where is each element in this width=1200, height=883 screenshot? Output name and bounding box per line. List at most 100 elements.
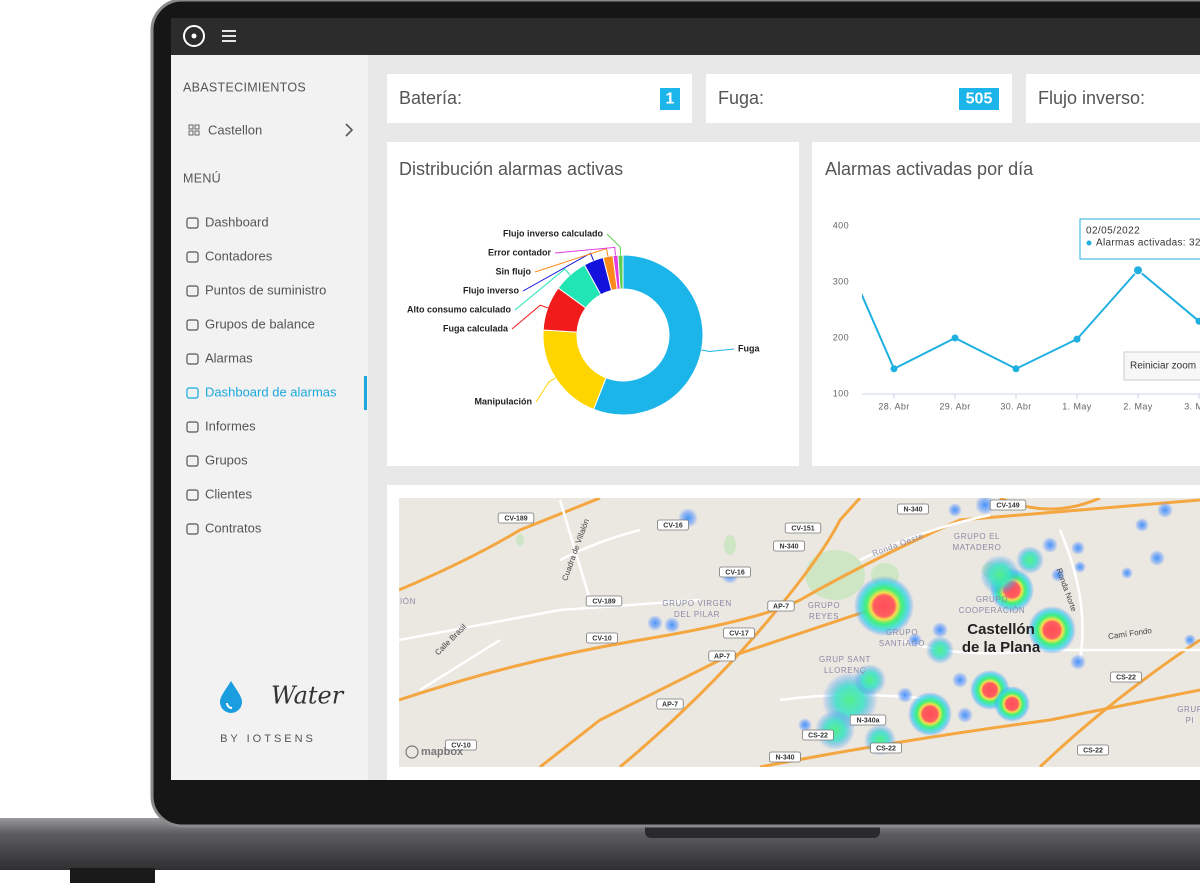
menu-icon (186, 319, 199, 331)
road-shield (870, 742, 902, 754)
menu-item[interactable]: Grupos (205, 452, 248, 467)
road-shield (586, 632, 618, 644)
series-point (890, 365, 898, 373)
road-label: CV-151 (791, 525, 814, 532)
menu-icon (186, 421, 199, 433)
menu-item[interactable]: Clientes (205, 486, 252, 501)
logo-icon[interactable] (183, 25, 205, 47)
heat-point (908, 633, 922, 647)
heat-point (1184, 634, 1196, 646)
chart-title: Alarmas activadas por día (825, 159, 1034, 179)
pie-label: Sin flujo (496, 266, 532, 276)
road-shield (767, 600, 795, 612)
road-label: N-340 (903, 506, 922, 513)
leader-line (606, 233, 621, 256)
chart-card (812, 142, 1200, 466)
road-label: AP-7 (662, 701, 678, 708)
series-point (1012, 365, 1020, 373)
kpi-badge (660, 88, 680, 110)
leader-line (701, 348, 735, 352)
menu-icon (186, 251, 199, 263)
x-tick-label: 30. Abr (1000, 401, 1031, 411)
pie-slice (592, 254, 704, 416)
place-label: COOPERACIÓN (959, 606, 1026, 615)
reset-zoom-label[interactable]: Reiniciar zoom (1130, 361, 1196, 372)
x-tick-label: 28. Abr (878, 401, 909, 411)
minor-road (558, 499, 592, 601)
place-label: IÓN (400, 597, 416, 606)
menu-item[interactable]: Contratos (205, 520, 262, 535)
road-shield (445, 739, 477, 751)
reset-zoom-button[interactable] (1123, 351, 1200, 381)
road-shield (719, 566, 751, 578)
tooltip-text: Alarmas activadas: 321 (1096, 238, 1200, 249)
kpi-label: Fuga: (718, 88, 764, 108)
menu-item[interactable]: Dashboard de alarmas (205, 384, 337, 399)
road-label: CV-16 (725, 569, 745, 576)
road-label: CS-22 (1083, 747, 1103, 754)
road-shield (723, 627, 755, 639)
heat-point (1071, 541, 1085, 555)
menu-item[interactable]: Puntos de suministro (205, 282, 326, 297)
tooltip-dot (1086, 240, 1092, 246)
menu-toggle[interactable] (222, 30, 236, 42)
brand-name: Water (271, 682, 345, 710)
place-label: DEL PILAR (674, 610, 720, 619)
heat-point (908, 692, 952, 736)
road-label: N-340a (857, 717, 880, 724)
road-label: CV-149 (996, 502, 1019, 509)
place-label: GRUPO VIRGEN (662, 599, 731, 608)
menu-item[interactable]: Informes (205, 418, 256, 433)
heat-point (1051, 568, 1065, 582)
menu-icon (186, 455, 199, 467)
y-tick-label: 100 (833, 388, 849, 398)
menu-icon (186, 217, 199, 229)
menu-item[interactable]: Grupos de balance (205, 316, 315, 331)
series-point (951, 334, 959, 342)
minor-road (1058, 529, 1084, 661)
heat-point (1016, 546, 1044, 574)
road-shield (802, 729, 834, 741)
road-shield (656, 698, 684, 710)
minor-road (399, 598, 701, 642)
y-tick-label: 200 (833, 332, 849, 342)
leader-line (511, 304, 548, 330)
tooltip-title: 02/05/2022 (1086, 226, 1140, 237)
heat-point (1042, 537, 1058, 553)
chart-card (387, 142, 799, 466)
road-label: CV-17 (729, 630, 749, 637)
brand (220, 681, 242, 713)
road-label: CV-10 (592, 635, 612, 642)
place-label: GRUPO (808, 601, 840, 610)
pie-label: Error contador (488, 247, 552, 257)
road-label: CS-22 (1116, 674, 1136, 681)
x-tick-label: 2. May (1123, 401, 1153, 411)
top-bar (171, 18, 1200, 55)
place-label: GRUP SANT (819, 655, 871, 664)
major-road (619, 498, 862, 767)
place-label: SANTIAGO (879, 639, 925, 648)
supply-selector[interactable]: Castellon (208, 122, 262, 137)
road-shield (585, 595, 623, 607)
place-label: REYES (809, 612, 839, 621)
heat-point (1028, 606, 1076, 654)
menu-item[interactable]: Contadores (205, 248, 273, 263)
pie-slice (617, 254, 624, 290)
chart-title: Distribución alarmas activas (399, 159, 623, 179)
series-point (1073, 335, 1081, 343)
laptop-foot (70, 868, 155, 883)
road-shield (1110, 671, 1142, 683)
heat-point (854, 576, 914, 636)
sidebar (171, 55, 368, 780)
chevron (345, 123, 354, 137)
heat-point (897, 687, 913, 703)
heat-point (1157, 502, 1173, 518)
menu-item[interactable]: Dashboard (205, 214, 269, 229)
road-label: N-340 (779, 543, 798, 550)
minor-road (419, 638, 501, 692)
tooltip (1079, 218, 1200, 260)
kpi-value: 505 (966, 91, 993, 108)
menu-item[interactable]: Alarmas (205, 350, 253, 365)
road-shield (897, 503, 929, 515)
